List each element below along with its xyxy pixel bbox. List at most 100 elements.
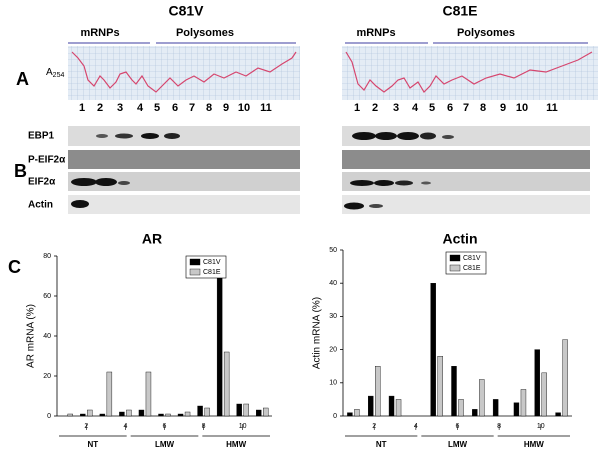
y-tick-label: 40 <box>329 280 337 287</box>
x-tick-label: 10 <box>239 423 247 430</box>
x-tick-label: 6 <box>163 423 167 430</box>
blots <box>68 126 590 214</box>
lane-number: 9 <box>223 102 229 114</box>
band <box>71 178 97 186</box>
trace-background <box>68 46 300 100</box>
bar <box>243 403 249 417</box>
lane-number: 5 <box>429 102 435 114</box>
absorbance-label: A254 <box>46 67 64 79</box>
blot-label: Actin <box>28 200 53 211</box>
gel-title: C81E <box>442 3 477 19</box>
bar <box>368 395 374 417</box>
y-tick-label: 50 <box>329 247 337 254</box>
blot <box>342 172 590 191</box>
bar <box>223 351 230 417</box>
y-tick-label: 20 <box>329 346 337 353</box>
bar <box>165 413 171 417</box>
lane-number: 10 <box>238 102 250 114</box>
group-label: LMW <box>155 440 175 449</box>
gel-title: C81V <box>168 3 204 19</box>
lane-number: 8 <box>206 102 212 114</box>
x-tick-label: 10 <box>537 423 545 430</box>
y-tick-label: 60 <box>43 293 51 300</box>
lane-number: 4 <box>137 102 144 114</box>
bar <box>177 413 184 417</box>
bar <box>119 411 125 417</box>
lane-number: 4 <box>412 102 419 114</box>
blot <box>68 126 300 146</box>
panel-label: B <box>14 161 27 181</box>
bar <box>430 283 436 417</box>
y-axis-label: AR mRNA (%) <box>26 304 37 368</box>
bar <box>67 413 73 417</box>
bar <box>184 411 191 417</box>
lane-number: 1 <box>354 102 360 114</box>
blot-label: EBP1 <box>28 131 55 142</box>
bar <box>106 371 113 417</box>
lane-number: 8 <box>480 102 486 114</box>
band <box>397 132 419 140</box>
band <box>375 132 397 140</box>
blot <box>342 150 590 169</box>
y-tick-label: 80 <box>43 253 51 260</box>
band <box>95 178 117 186</box>
lane-number: 2 <box>372 102 378 114</box>
bar <box>216 261 223 417</box>
bar <box>437 356 443 417</box>
lane-number: 3 <box>393 102 399 114</box>
legend-swatch <box>189 268 201 276</box>
bar <box>80 413 86 417</box>
bar <box>197 405 203 417</box>
y-tick-label: 40 <box>43 333 51 340</box>
band <box>344 202 364 210</box>
bar <box>541 372 547 417</box>
panel-label: A <box>16 69 29 89</box>
y-axis-label: Actin mRNA (%) <box>312 297 323 369</box>
lane-number: 6 <box>172 102 178 114</box>
y-tick-label: 10 <box>329 380 337 387</box>
chart-title: AR <box>142 231 162 247</box>
bar <box>388 395 395 417</box>
x-tick-label: 4 <box>414 423 418 430</box>
x-tick-label: 8 <box>497 423 501 430</box>
bar <box>126 409 132 417</box>
lane-number: 7 <box>463 102 469 114</box>
band <box>395 180 413 186</box>
lane-number: 10 <box>516 102 528 114</box>
fraction-label: mRNPs <box>80 27 119 39</box>
blot <box>68 172 300 191</box>
legend-swatch <box>449 254 461 262</box>
band <box>420 132 436 140</box>
y-tick-label: 30 <box>329 313 337 320</box>
lane-number: 6 <box>447 102 453 114</box>
bar <box>520 389 527 417</box>
panel-label: C <box>8 257 21 277</box>
lane-number: 11 <box>260 102 272 114</box>
bar <box>158 413 164 417</box>
lane-number: 3 <box>117 102 123 114</box>
fraction-label: Polysomes <box>457 27 515 39</box>
blot-label: P-EIF2α <box>28 155 66 166</box>
y-tick-label: 20 <box>43 373 51 380</box>
blot <box>68 150 300 169</box>
fraction-label: Polysomes <box>176 27 234 39</box>
bar <box>492 399 499 417</box>
band <box>115 133 133 139</box>
absorbance-text: A <box>46 67 53 78</box>
band <box>369 204 383 208</box>
bar <box>256 409 262 417</box>
bar <box>145 371 152 417</box>
blot <box>342 126 590 146</box>
bar <box>138 409 145 417</box>
band <box>421 181 431 185</box>
bar <box>347 412 353 417</box>
group-label: LMW <box>448 440 468 449</box>
bar <box>534 349 540 417</box>
bar <box>479 379 485 417</box>
y-tick-label: 0 <box>333 413 337 420</box>
bar <box>99 413 106 417</box>
group-label: NT <box>376 440 387 449</box>
lane-number: 9 <box>500 102 506 114</box>
legend-label: C81V <box>203 259 221 266</box>
bar <box>204 407 210 417</box>
